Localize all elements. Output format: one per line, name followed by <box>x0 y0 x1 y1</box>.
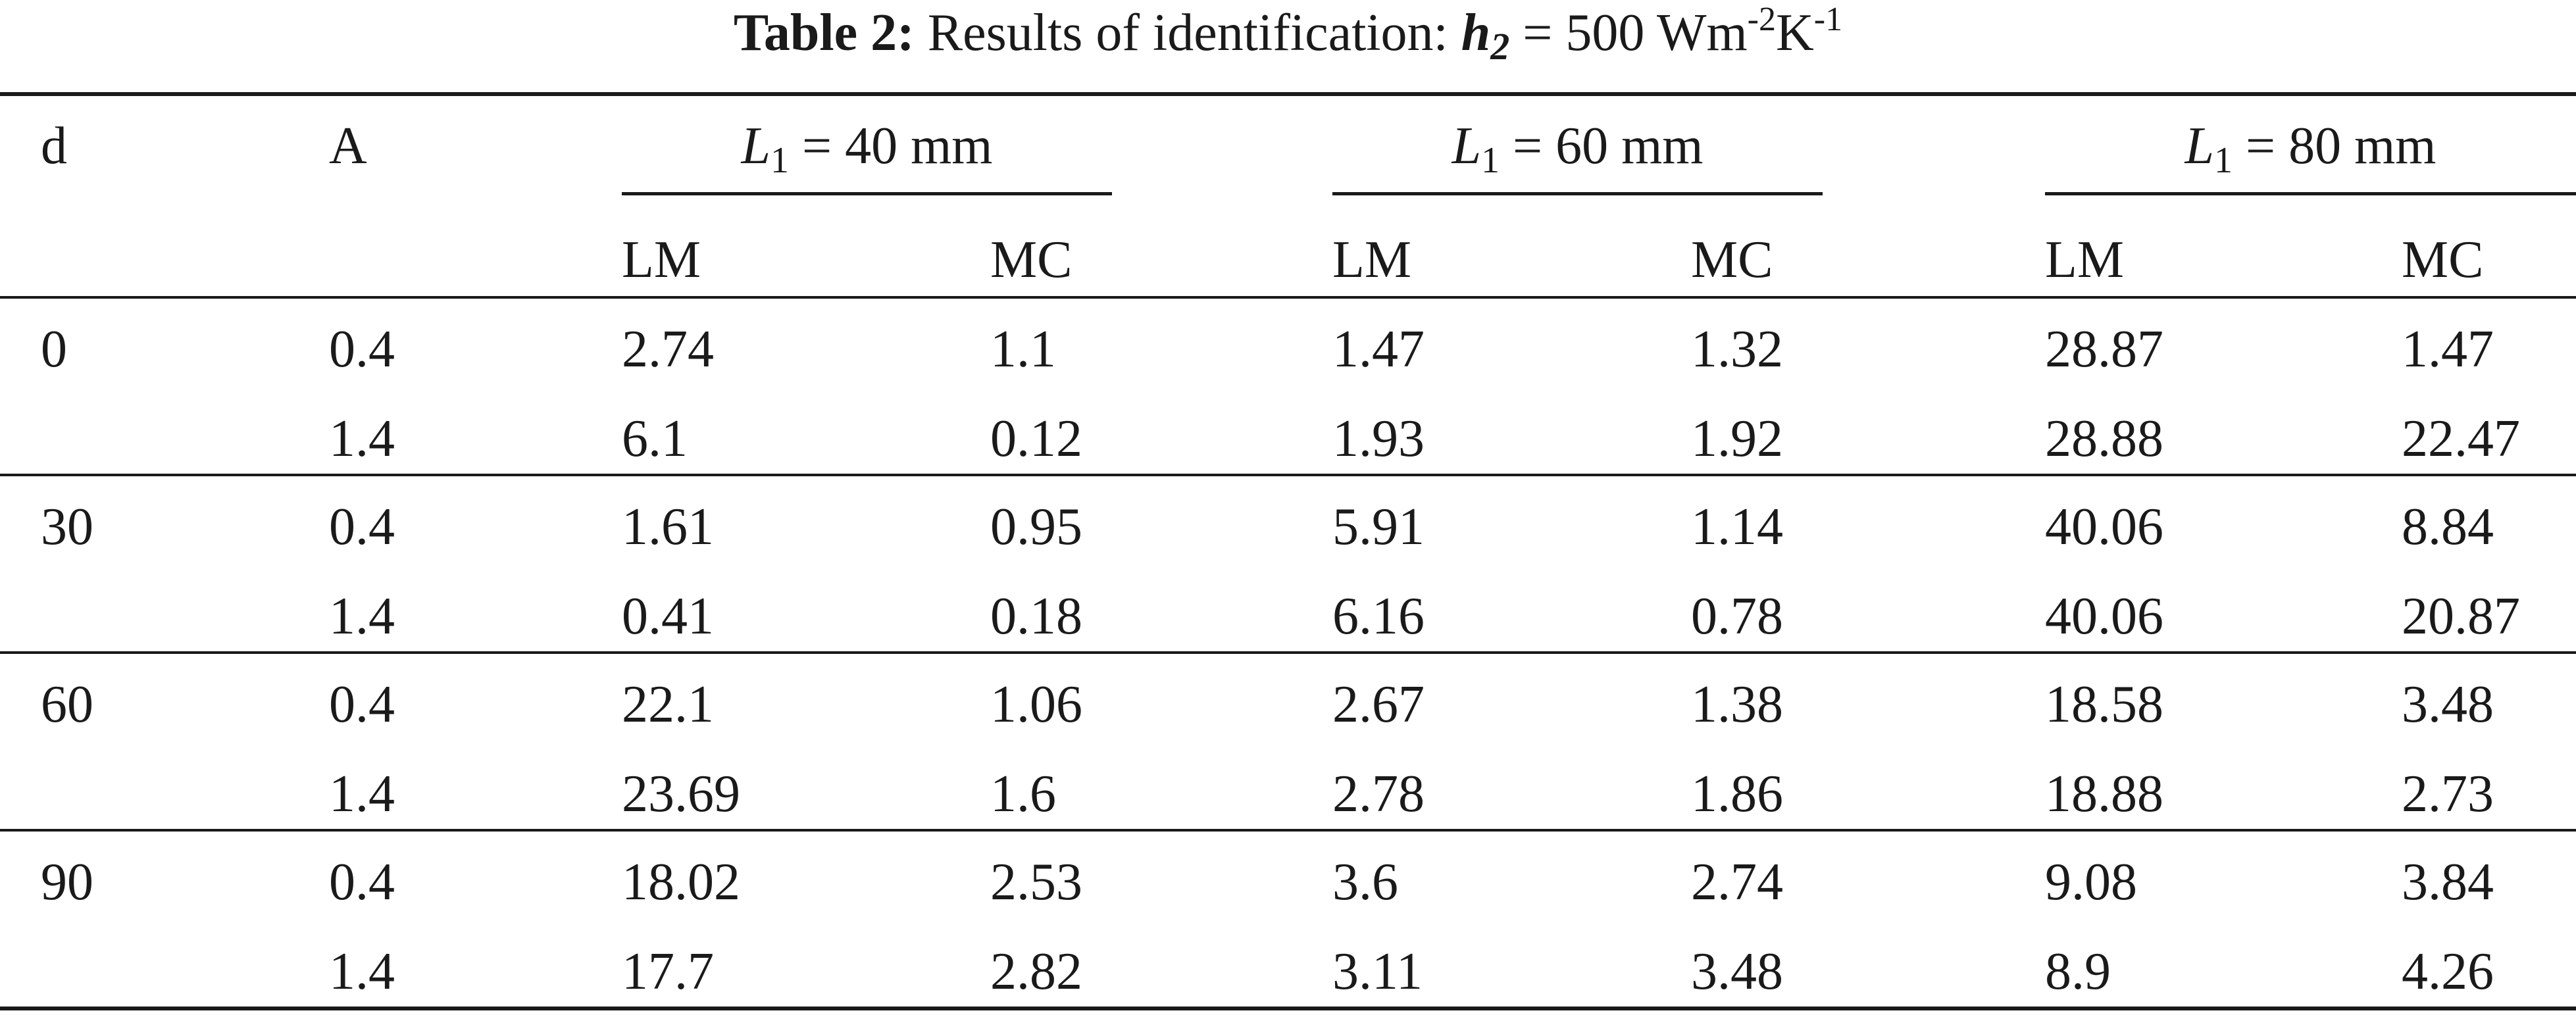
table-cell: 0.4 <box>329 498 395 556</box>
subheader-mc-80mm: MC <box>2402 231 2484 289</box>
caption-variable: h2 <box>1461 4 1510 68</box>
table-cell: 1.47 <box>1332 320 1425 378</box>
table-cell: 1.6 <box>990 765 1056 823</box>
table-cell: 18.58 <box>2045 676 2163 733</box>
table-cell: 0.4 <box>329 853 395 911</box>
table-cell: 18.02 <box>622 853 740 911</box>
table-cell: 3.48 <box>1691 943 1783 1001</box>
header-a: A <box>329 117 367 175</box>
table-cell: 1.4 <box>329 943 395 1001</box>
table-cell: 30 <box>41 498 93 556</box>
table-cell: 0.12 <box>990 410 1082 468</box>
table-cell: 20.87 <box>2402 587 2520 645</box>
table-cell: 0.4 <box>329 676 395 733</box>
table-cell: 2.74 <box>1691 853 1783 911</box>
table-cell: 40.06 <box>2045 587 2163 645</box>
table-cell: 6.16 <box>1332 587 1425 645</box>
table-cell: 8.84 <box>2402 498 2494 556</box>
table-cell: 22.1 <box>622 676 714 733</box>
table-cell: 1.4 <box>329 587 395 645</box>
table-cell: 2.67 <box>1332 676 1425 733</box>
table-cell: 1.38 <box>1691 676 1783 733</box>
header-d: d <box>41 117 67 175</box>
table-cell: 40.06 <box>2045 498 2163 556</box>
row-separator-2 <box>0 651 2576 654</box>
table-cell: 18.88 <box>2045 765 2163 823</box>
table-cell: 1.06 <box>990 676 1082 733</box>
table-cell: 2.73 <box>2402 765 2494 823</box>
subheader-lm-40mm: LM <box>622 231 701 289</box>
caption-label: Table 2: <box>733 4 915 62</box>
table-cell: 1.4 <box>329 765 395 823</box>
table-cell: 17.7 <box>622 943 714 1001</box>
table-cell: 5.91 <box>1332 498 1425 556</box>
table-cell: 9.08 <box>2045 853 2137 911</box>
table-cell: 0.78 <box>1691 587 1783 645</box>
table-cell: 1.92 <box>1691 410 1783 468</box>
table-cell: 2.78 <box>1332 765 1425 823</box>
group-rule-40mm <box>622 192 1112 195</box>
table-cell: 0.95 <box>990 498 1082 556</box>
group-header-80mm: L1 = 80 mm <box>2185 117 2437 181</box>
table-cell: 1.47 <box>2402 320 2494 378</box>
table-cell: 1.61 <box>622 498 714 556</box>
table-cell: 60 <box>41 676 93 733</box>
table-cell: 0.18 <box>990 587 1082 645</box>
subheader-mc-60mm: MC <box>1691 231 1773 289</box>
table-cell: 4.26 <box>2402 943 2494 1001</box>
table-cell: 0.4 <box>329 320 395 378</box>
table-cell: 28.87 <box>2045 320 2163 378</box>
subheader-lm-60mm: LM <box>1332 231 1411 289</box>
table-cell: 3.48 <box>2402 676 2494 733</box>
table-cell: 8.9 <box>2045 943 2111 1001</box>
row-separator-3 <box>0 829 2576 832</box>
table-cell: 2.53 <box>990 853 1082 911</box>
table-caption: Table 2: Results of identification: h2 =… <box>0 0 2576 79</box>
table-cell: 1.32 <box>1691 320 1783 378</box>
table-cell: 0 <box>41 320 67 378</box>
subheader-lm-80mm: LM <box>2045 231 2124 289</box>
table-cell: 0.41 <box>622 587 714 645</box>
table-cell: 3.6 <box>1332 853 1398 911</box>
table-cell: 1.86 <box>1691 765 1783 823</box>
table-cell: 1.1 <box>990 320 1056 378</box>
group-rule-80mm <box>2045 192 2576 195</box>
table-cell: 6.1 <box>622 410 688 468</box>
top-rule <box>0 92 2576 96</box>
table-cell: 28.88 <box>2045 410 2163 468</box>
bottom-rule <box>0 1007 2576 1010</box>
caption-text: Results of identification: <box>927 4 1448 62</box>
table-cell: 1.93 <box>1332 410 1425 468</box>
table-cell: 3.84 <box>2402 853 2494 911</box>
table-cell: 23.69 <box>622 765 740 823</box>
group-header-60mm: L1 = 60 mm <box>1452 117 1704 181</box>
table-cell: 22.47 <box>2402 410 2520 468</box>
table-cell: 3.11 <box>1332 943 1423 1001</box>
table-cell: 90 <box>41 853 93 911</box>
caption-value-unit: = 500 Wm-2K-1 <box>1523 1 1843 62</box>
group-header-40mm: L1 = 40 mm <box>741 117 993 181</box>
subheader-mc-40mm: MC <box>990 231 1073 289</box>
table-cell: 2.82 <box>990 943 1082 1001</box>
group-rule-60mm <box>1332 192 1823 195</box>
table-cell: 2.74 <box>622 320 714 378</box>
row-separator-1 <box>0 474 2576 476</box>
table-cell: 1.14 <box>1691 498 1783 556</box>
table-cell: 1.4 <box>329 410 395 468</box>
header-bottom-rule <box>0 296 2576 299</box>
